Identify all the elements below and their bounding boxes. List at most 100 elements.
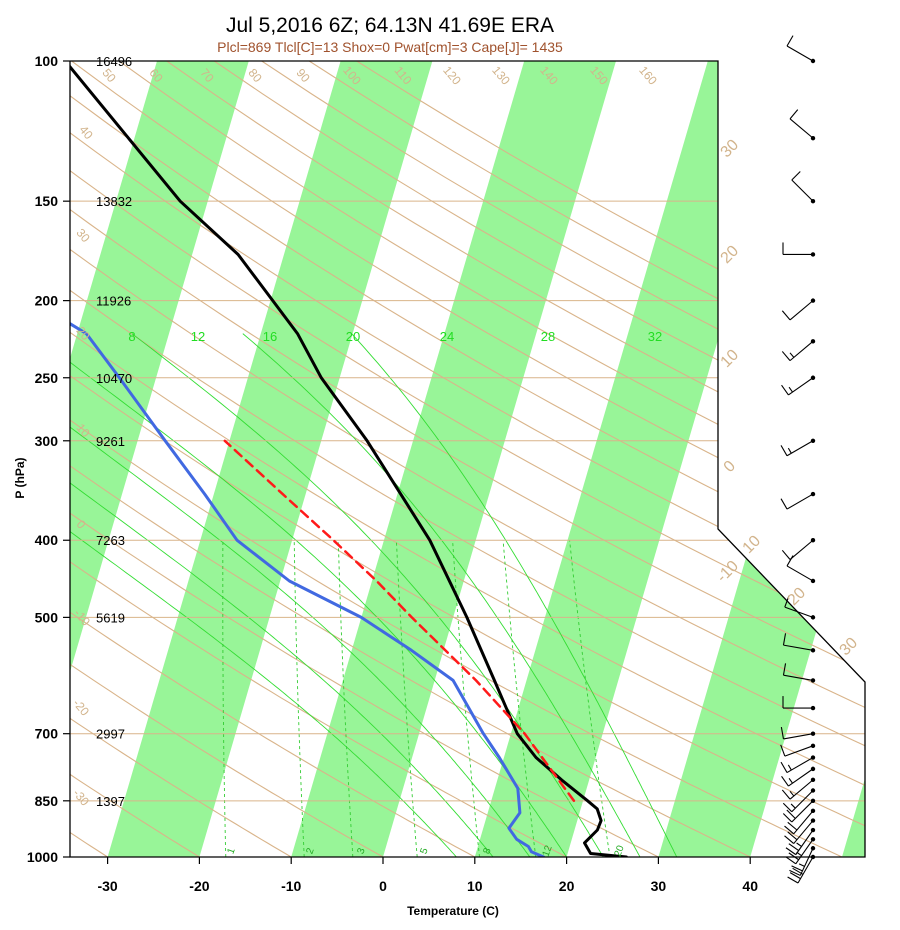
barb-dot bbox=[810, 808, 816, 814]
barb-dot bbox=[810, 678, 816, 683]
barb-flag bbox=[781, 775, 789, 787]
wind-barbs bbox=[780, 35, 816, 884]
height-label: 10470 bbox=[96, 371, 132, 386]
axis-labels: -30 -20 -10 0 10 20 30 401001502002503004005007… bbox=[27, 53, 861, 894]
moist-adiabat bbox=[70, 333, 457, 857]
barb-flag bbox=[786, 35, 794, 47]
parcel-profile bbox=[223, 439, 576, 803]
x-tick-label: -20 bbox=[189, 878, 209, 894]
barb-dot bbox=[810, 798, 816, 804]
barb-staff bbox=[786, 45, 814, 62]
dry-adiabat bbox=[70, 61, 865, 857]
barb-flag bbox=[780, 744, 786, 757]
barb-flag bbox=[787, 821, 798, 831]
barb-flag bbox=[784, 595, 790, 608]
wind-barb bbox=[787, 854, 816, 884]
moist-adiabat-label: 24 bbox=[440, 329, 454, 344]
dry-adiabat bbox=[71, 61, 865, 857]
moist-adiabat-label: 20 bbox=[346, 329, 360, 344]
moist-adiabat-label: 32 bbox=[648, 329, 662, 344]
barb-dot bbox=[810, 198, 816, 204]
pressure-label: 1000 bbox=[27, 849, 58, 865]
barb-dot bbox=[810, 339, 816, 344]
barb-flag bbox=[781, 351, 791, 361]
barb-flag bbox=[780, 498, 788, 510]
barb-flag bbox=[780, 726, 784, 740]
height-label: 1397 bbox=[96, 794, 125, 809]
x-tick-label: 0 bbox=[379, 878, 387, 894]
barb-dot bbox=[810, 827, 816, 833]
barb-staff bbox=[791, 790, 814, 813]
dry-adiabat-label: -30 bbox=[70, 786, 92, 809]
dry-adiabat bbox=[70, 61, 865, 857]
dry-adiabat-label: 130 bbox=[489, 63, 513, 88]
dry-adiabat bbox=[70, 61, 786, 857]
moist-adiabat bbox=[70, 333, 531, 857]
barb-staff bbox=[783, 644, 814, 651]
barb-dot bbox=[810, 846, 816, 851]
dry-adiabats bbox=[70, 61, 865, 857]
isotherm-label: 10 bbox=[718, 346, 743, 371]
temperature-profile bbox=[70, 61, 628, 857]
mixing-ratio-label: 1 bbox=[226, 846, 238, 855]
barb-flag bbox=[784, 835, 795, 844]
chart-subtitle: Plcl=869 Tlcl[C]=13 Shox=0 Pwat[cm]=3 Ca… bbox=[217, 39, 563, 55]
isotherm-label: 0 bbox=[721, 458, 739, 476]
wind-barb bbox=[786, 35, 816, 64]
barb-flag bbox=[781, 310, 791, 321]
isotherm-label: 20 bbox=[718, 242, 743, 267]
barb-half-flag bbox=[789, 352, 795, 358]
pressure-label: 300 bbox=[35, 433, 59, 449]
barb-dot bbox=[810, 375, 816, 380]
barb-staff bbox=[789, 300, 814, 321]
wind-barb bbox=[782, 633, 816, 653]
pressure-label: 250 bbox=[35, 370, 59, 386]
barb-flag bbox=[788, 852, 799, 861]
dry-adiabat bbox=[70, 61, 865, 857]
barb-staff bbox=[783, 733, 814, 740]
wind-barb bbox=[785, 827, 816, 856]
barb-dot bbox=[810, 252, 816, 257]
barb-staff bbox=[786, 565, 814, 582]
mixing-ratio-line bbox=[222, 540, 227, 857]
barb-dot bbox=[810, 648, 816, 653]
wind-barb bbox=[780, 438, 816, 457]
barb-staff bbox=[784, 606, 814, 618]
barb-staff bbox=[791, 179, 814, 202]
wind-barb bbox=[781, 538, 816, 560]
wind-barb bbox=[784, 595, 816, 620]
dry-adiabat-label: 90 bbox=[293, 66, 313, 85]
mixing-ratio-label: 12 bbox=[541, 844, 555, 859]
x-axis-label: Temperature (C) bbox=[407, 904, 499, 918]
barb-flag bbox=[782, 663, 787, 676]
barb-flag bbox=[788, 843, 799, 851]
wind-barb bbox=[780, 743, 816, 757]
wind-barb bbox=[780, 755, 816, 774]
barb-flag bbox=[782, 802, 793, 813]
barb-flag bbox=[789, 109, 799, 120]
dry-adiabat-label: -20 bbox=[70, 696, 92, 719]
barb-flag bbox=[782, 813, 793, 823]
dry-adiabat-label: 160 bbox=[636, 63, 660, 88]
moist-adiabat bbox=[351, 333, 678, 857]
barb-half-flag bbox=[796, 842, 802, 847]
x-tick-label: 20 bbox=[559, 878, 575, 894]
dry-adiabat bbox=[70, 61, 865, 857]
height-label: 16496 bbox=[96, 54, 132, 69]
wind-barb bbox=[782, 798, 816, 823]
barb-dot bbox=[810, 578, 816, 584]
dry-adiabat-label: 30 bbox=[73, 226, 93, 245]
moist-adiabat-label: 8 bbox=[128, 329, 135, 344]
barb-dot bbox=[810, 58, 816, 64]
barb-flag bbox=[789, 872, 801, 880]
pressure-label: 200 bbox=[35, 293, 59, 309]
dewpoint-profile bbox=[70, 61, 546, 857]
barb-dot bbox=[810, 538, 816, 543]
moist-adiabat bbox=[70, 333, 494, 857]
dry-adiabat-label: 80 bbox=[245, 66, 265, 85]
barb-staff bbox=[783, 674, 814, 681]
dry-adiabat bbox=[70, 61, 321, 857]
dry-adiabat-label: 120 bbox=[440, 63, 464, 88]
barb-staff bbox=[784, 745, 814, 757]
